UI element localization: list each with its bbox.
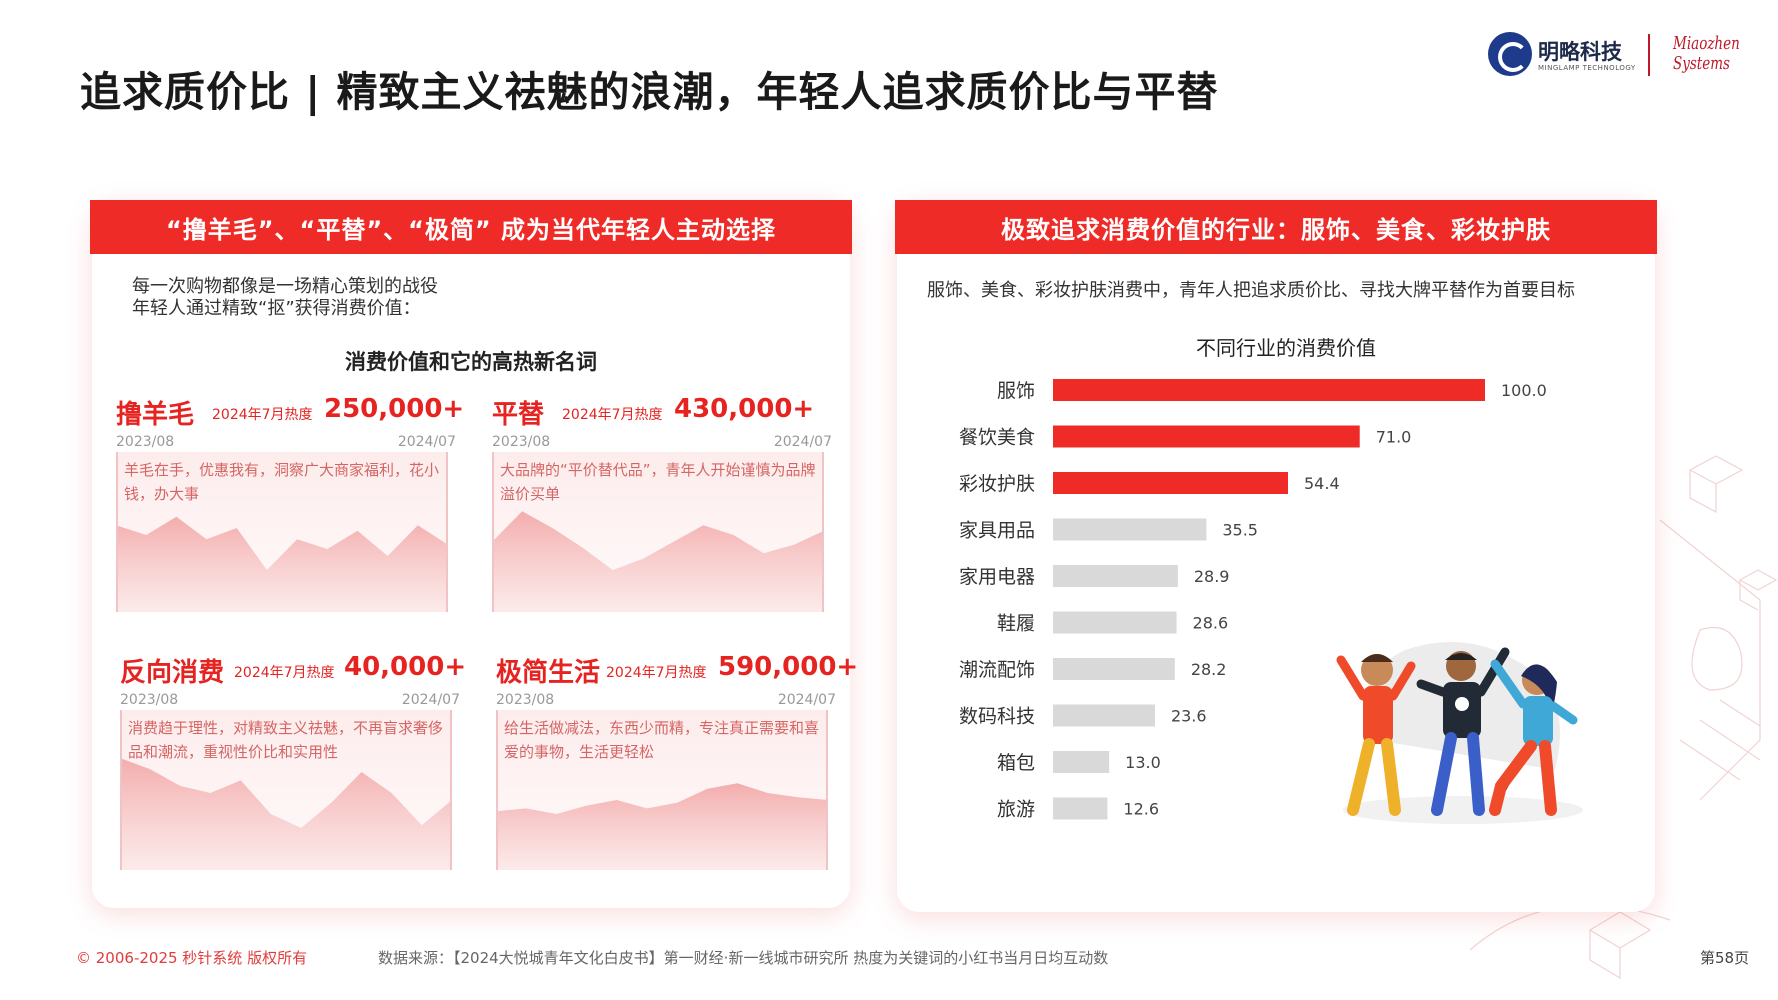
trend-area [116, 516, 448, 612]
category-label: 鞋履 [997, 613, 1035, 635]
trend-heat-value: 430,000+ [674, 394, 815, 424]
value-label: 71.0 [1376, 428, 1412, 447]
miaozhen-logo-line2: Systems [1673, 53, 1730, 74]
trend-start-date: 2023/08 [120, 692, 179, 708]
intro-line-1: 每一次购物都像是一场精心策划的战役 [132, 276, 438, 297]
trend-heat-value: 590,000+ [718, 652, 859, 682]
bars-group: 服饰 100.0 餐饮美食 71.0 彩妆护肤 54.4 家具用品 35.5 家用电器 28.9 鞋… [959, 379, 1547, 821]
right-card-header: 极致追求消费价值的行业：服饰、美食、彩妆护肤 [895, 200, 1657, 254]
value-label: 23.6 [1171, 707, 1207, 726]
page-title: 追求质价比 | 精致主义祛魅的浪潮，年轻人追求质价比与平替 [80, 68, 1219, 116]
category-label: 服饰 [997, 380, 1035, 402]
right-description: 服饰、美食、彩妆护肤消费中，青年人把追求质价比、寻找大牌平替作为首要目标 [927, 280, 1575, 301]
bar [1053, 704, 1155, 727]
bar [1053, 518, 1207, 541]
footer-source: 数据来源：【2024大悦城青年文化白皮书】第一财经·新一线城市研究所 热度为关键… [378, 949, 1109, 967]
footer-copyright: © 2006-2025 秒针系统 版权所有 [76, 949, 308, 967]
category-label: 数码科技 [959, 706, 1035, 728]
trend-description: 给生活做减法，东西少而精，专注真正需要和喜爱的事物，生活更轻松 [504, 719, 820, 761]
bar [1053, 797, 1108, 820]
bar [1053, 565, 1178, 587]
bar [1053, 379, 1485, 401]
logo-subtitle: MINGLAMP TECHNOLOGY [1538, 64, 1636, 72]
trend-area [120, 758, 452, 870]
left-card-header: “撸羊毛”、“平替”、“极简” 成为当代年轻人主动选择 [90, 200, 852, 254]
trend-heat-label: 2024年7月热度 [606, 665, 707, 681]
left-intro: 每一次购物都像是一场精心策划的战役 年轻人通过精致“抠”获得消费价值： [132, 276, 438, 320]
trend-end-date: 2024/07 [777, 692, 836, 708]
trend-start-date: 2023/08 [492, 434, 551, 450]
right-card: 极致追求消费价值的行业：服饰、美食、彩妆护肤 服饰、美食、彩妆护肤消费中，青年人… [895, 200, 1657, 912]
trend-card-fan-xiang-xiao-fei: 反向消费 2024年7月热度 40,000+ 2023/08 2024/07 消… [120, 652, 466, 882]
miaozhen-logo-line1: Miaozhen [1673, 33, 1740, 54]
bar [1053, 472, 1289, 494]
trend-end-date: 2024/07 [401, 692, 460, 708]
value-label: 13.0 [1125, 753, 1161, 772]
trend-name: 极简生活 [496, 658, 601, 688]
bar [1053, 658, 1175, 680]
intro-line-2: 年轻人通过精致“抠”获得消费价值： [132, 298, 421, 319]
trend-name: 平替 [492, 400, 545, 430]
company-logo: 明略科技 MINGLAMP TECHNOLOGY Miaozhen System… [1488, 28, 1758, 88]
miaozhen-logo: Miaozhen Systems [1673, 34, 1740, 74]
category-label: 家用电器 [959, 566, 1035, 588]
trend-area-chart [496, 710, 828, 870]
trend-name: 反向消费 [120, 658, 225, 688]
trend-description: 大品牌的“平价替代品”，青年人开始谨慎为品牌溢价买单 [500, 461, 816, 503]
trend-area [492, 511, 824, 612]
trend-area-chart [116, 452, 448, 612]
category-label: 餐饮美食 [959, 427, 1035, 449]
trend-card-lu-yang-mao: 撸羊毛 2024年7月热度 250,000+ 2023/08 2024/07 羊… [116, 394, 464, 624]
trend-card-ji-jian-sheng-huo: 极简生活 2024年7月热度 590,000+ 2023/08 2024/07 … [496, 652, 858, 882]
bar [1053, 611, 1177, 634]
trend-heat-value: 40,000+ [344, 652, 467, 682]
value-label: 28.6 [1193, 614, 1229, 633]
trend-start-date: 2023/08 [116, 434, 175, 450]
trend-area-chart [120, 710, 452, 870]
trends-subtitle: 消费价值和它的高热新名词 [345, 350, 597, 374]
category-label: 彩妆护肤 [959, 473, 1035, 495]
trend-area-chart [492, 452, 824, 612]
left-card: “撸羊毛”、“平替”、“极简” 成为当代年轻人主动选择 每一次购物都像是一场精心… [90, 200, 858, 908]
logo-name: 明略科技 [1538, 40, 1622, 64]
trend-area [496, 783, 828, 870]
logo-divider [1648, 34, 1650, 76]
chart-title: 不同行业的消费价值 [1196, 336, 1376, 360]
trend-description: 羊毛在手，优惠我有，洞察广大商家福利，花小钱，办大事 [124, 461, 440, 503]
trend-heat-label: 2024年7月热度 [562, 407, 663, 423]
bar [1053, 751, 1110, 773]
industry-value-bar-chart: 不同行业的消费价值 服饰 100.0 餐饮美食 71.0 彩妆护肤 54.4 家具用品 35.… [959, 336, 1583, 824]
value-label: 100.0 [1501, 381, 1547, 400]
category-label: 箱包 [997, 752, 1035, 774]
trend-end-date: 2024/07 [397, 434, 456, 450]
trend-start-date: 2023/08 [496, 692, 555, 708]
value-label: 28.9 [1194, 567, 1230, 586]
category-label: 旅游 [997, 799, 1035, 821]
minglamp-logo-icon [1488, 32, 1532, 76]
trend-end-date: 2024/07 [773, 434, 832, 450]
category-label: 潮流配饰 [959, 659, 1035, 681]
page-number: 第58页 [1700, 949, 1750, 967]
trend-description: 消费趋于理性，对精致主义祛魅，不再盲求奢侈品和潮流，重视性价比和实用性 [128, 719, 444, 761]
value-label: 54.4 [1304, 474, 1340, 493]
trend-card-ping-ti: 平替 2024年7月热度 430,000+ 2023/08 2024/07 大品… [492, 394, 832, 624]
trend-name: 撸羊毛 [116, 400, 195, 430]
trend-heat-label: 2024年7月热度 [212, 407, 313, 423]
trend-heat-label: 2024年7月热度 [234, 665, 335, 681]
value-label: 35.5 [1222, 521, 1258, 540]
bar [1053, 425, 1360, 448]
category-label: 家具用品 [959, 520, 1035, 542]
value-label: 28.2 [1191, 660, 1227, 679]
trend-heat-value: 250,000+ [324, 394, 465, 424]
dancing-people-illustration [1336, 642, 1583, 824]
value-label: 12.6 [1123, 800, 1159, 819]
